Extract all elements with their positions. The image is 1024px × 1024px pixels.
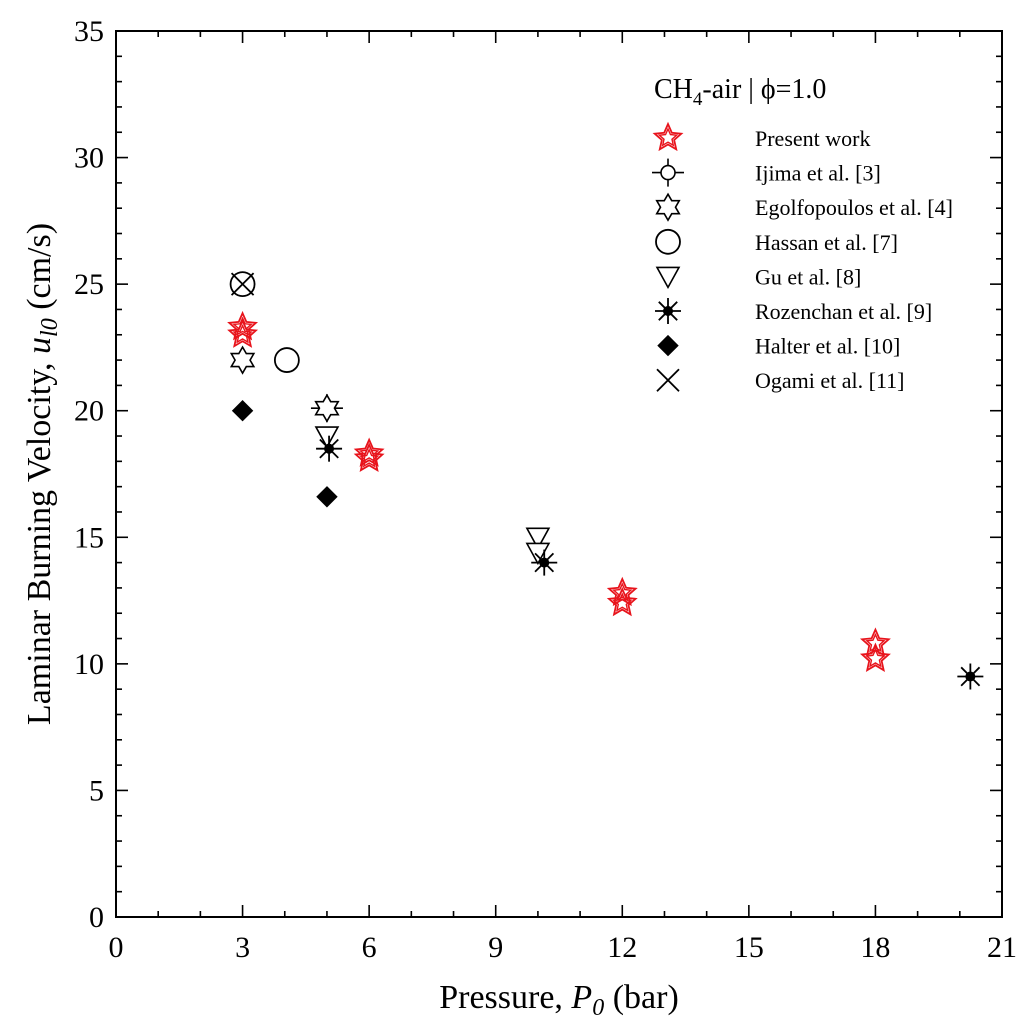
x-tick-label: 15	[734, 931, 764, 964]
x-tick-label: 21	[987, 931, 1017, 964]
series-ogami-et-al-11	[230, 272, 255, 296]
legend-item: Egolfopoulos et al. [4]	[655, 192, 953, 222]
data-point	[957, 663, 984, 690]
legend-label: Gu et al. [8]	[755, 264, 861, 289]
legend-label: Ogami et al. [11]	[755, 368, 904, 393]
legend-item: Ogami et al. [11]	[656, 368, 904, 393]
legend-label: Halter et al. [10]	[755, 334, 900, 359]
data-point	[606, 586, 638, 617]
x-tick-label: 12	[607, 931, 637, 964]
legend-label: Present work	[755, 126, 870, 151]
data-point	[314, 426, 340, 449]
legend-items: Present work Ijima et al. [3] Egolfopoulos…	[652, 121, 953, 393]
legend-marker	[652, 121, 684, 152]
legend: CH4-air | ϕ=1.0 Present work Ijima et al.…	[652, 74, 953, 393]
x-tick-label: 0	[109, 931, 124, 964]
legend-marker	[655, 228, 681, 255]
data-point	[316, 435, 343, 462]
data-point	[316, 486, 338, 508]
data-point	[525, 527, 551, 550]
series-present-work	[227, 310, 891, 672]
data-point	[230, 272, 255, 296]
y-tick-label: 10	[74, 648, 104, 681]
data-point	[229, 345, 256, 375]
legend-label: Egolfopoulos et al. [4]	[755, 195, 953, 220]
x-axis-label: Pressure, P0 (bar)	[439, 979, 679, 1021]
legend-label: Rozenchan et al. [9]	[755, 299, 932, 324]
data-points	[227, 271, 984, 690]
series-halter-et-al-10	[231, 400, 338, 508]
y-tick-label: 30	[74, 142, 104, 175]
legend-item: Rozenchan et al. [9]	[655, 298, 932, 324]
legend-marker	[657, 334, 679, 357]
legend-marker	[655, 192, 681, 222]
y-tick-label: 0	[89, 901, 104, 934]
legend-marker	[655, 266, 681, 290]
legend-label: Ijima et al. [3]	[755, 161, 881, 186]
y-tick-label: 35	[74, 15, 104, 48]
legend-title: CH4-air | ϕ=1.0	[654, 74, 826, 110]
legend-item: Hassan et al. [7]	[655, 228, 898, 255]
data-point	[229, 271, 256, 298]
x-tick-label: 18	[860, 931, 890, 964]
legend-item: Ijima et al. [3]	[652, 158, 881, 187]
y-axis-label: Laminar Burning Velocity, ul0 (cm/s)	[21, 223, 63, 725]
plot-frame	[115, 30, 1003, 918]
legend-marker	[652, 158, 684, 187]
y-tick-label: 15	[74, 521, 104, 554]
series-rozenchan-et-al-9	[316, 435, 984, 690]
x-tick-label: 3	[235, 931, 250, 964]
data-point	[273, 347, 300, 373]
data-point	[859, 642, 891, 672]
axis-ticks	[115, 30, 1003, 918]
y-tick-label: 25	[74, 268, 104, 301]
legend-marker	[656, 368, 680, 392]
series-hassan-et-al-7	[229, 271, 300, 373]
tick-labels: 0 3 6 9 12 15 18 21 0 5 10 15 20 25 30 35	[74, 15, 1017, 964]
data-point	[231, 400, 254, 422]
data-point	[353, 442, 385, 472]
legend-marker	[655, 298, 681, 324]
x-tick-label: 6	[362, 931, 377, 964]
series-egolfopoulos-et-al-4	[229, 345, 340, 423]
legend-item: Present work	[652, 121, 870, 152]
data-point	[606, 576, 638, 607]
series-gu-et-al-8	[314, 426, 551, 566]
legend-item: Halter et al. [10]	[657, 334, 900, 359]
data-point	[353, 437, 385, 467]
data-point	[531, 549, 558, 576]
data-point	[314, 393, 340, 423]
legend-item: Gu et al. [8]	[655, 264, 861, 290]
data-point	[227, 310, 259, 341]
data-point	[227, 318, 259, 348]
y-tick-label: 20	[74, 395, 104, 428]
y-tick-label: 5	[89, 774, 104, 807]
x-tick-label: 9	[488, 931, 503, 964]
legend-label: Hassan et al. [7]	[755, 230, 898, 255]
